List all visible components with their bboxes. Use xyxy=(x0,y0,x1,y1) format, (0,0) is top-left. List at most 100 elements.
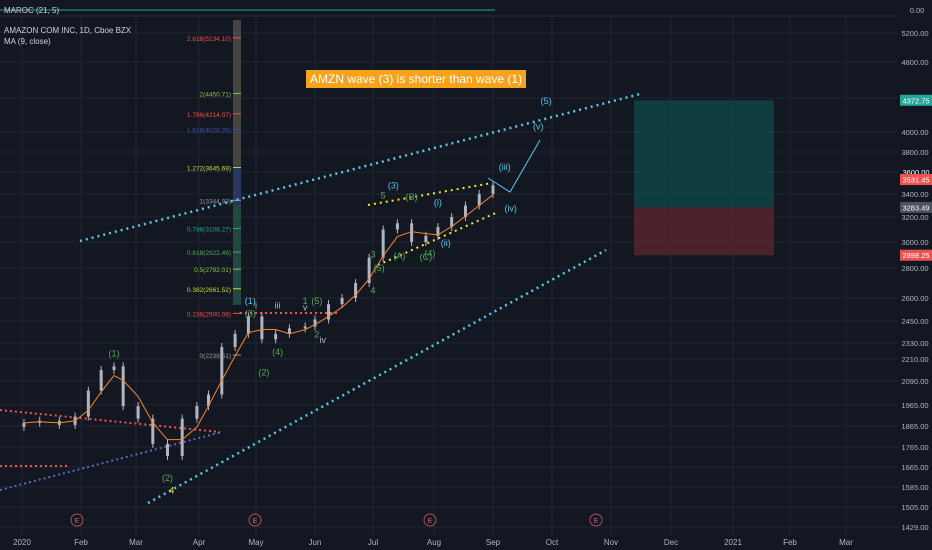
price-candle xyxy=(233,333,237,347)
symbol-label[interactable]: AMAZON COM INC, 1D, Cboe BZX xyxy=(4,26,132,35)
price-candle xyxy=(260,316,264,340)
price-candle xyxy=(313,319,317,327)
wave-label: (5) xyxy=(374,263,385,273)
price-candle xyxy=(86,390,90,417)
wave-label: 5 xyxy=(381,191,386,201)
earnings-marker xyxy=(423,513,437,527)
earnings-marker xyxy=(248,513,262,527)
fib-level-label: 1.618(4028.26) xyxy=(187,128,231,135)
earnings-marker-label: E xyxy=(253,518,258,525)
wave-label: (3) xyxy=(388,181,399,191)
fib-level-label: 1(3344.93) xyxy=(200,198,231,205)
price-candle xyxy=(450,217,454,227)
wave-label: (4) xyxy=(272,347,283,357)
price-candle xyxy=(274,333,278,340)
price-candle xyxy=(22,422,26,427)
price-tag xyxy=(900,249,932,261)
x-tick-label: Mar xyxy=(129,538,143,547)
price-candle xyxy=(151,418,155,444)
earnings-marker-label: E xyxy=(594,518,599,525)
price-tag xyxy=(900,201,932,213)
x-tick-label: 2021 xyxy=(724,538,742,547)
trend-dotted-line xyxy=(0,431,223,491)
y-tick-label: 2090.00 xyxy=(901,377,928,386)
wave-label: (2) xyxy=(162,473,173,483)
x-tick-label: Sep xyxy=(486,538,501,547)
wave-label: v xyxy=(303,302,308,312)
y-tick-label: 5200.00 xyxy=(901,29,928,38)
wave-label: i xyxy=(255,301,257,311)
price-candle xyxy=(99,370,103,391)
price-tag-label: 4372.75 xyxy=(902,96,929,105)
wave-label: iv xyxy=(319,335,326,345)
price-candle xyxy=(381,229,385,258)
price-candle xyxy=(340,298,344,305)
price-tag xyxy=(900,166,932,178)
price-candle xyxy=(491,185,495,194)
y-tick-label: 1865.00 xyxy=(901,422,928,431)
x-tick-label: Jun xyxy=(309,538,322,547)
x-tick-label: Apr xyxy=(193,538,206,547)
price-candle xyxy=(463,205,467,217)
y-tick-label: 1585.00 xyxy=(901,483,928,492)
wedge-lower-line xyxy=(377,211,499,266)
price-tag-label: 3283.49 xyxy=(902,203,929,212)
fib-level-label: 0.5(2792.01) xyxy=(194,267,231,274)
wave-label: (v) xyxy=(533,121,544,131)
y-tick-label: 2600.00 xyxy=(901,294,928,303)
price-candle xyxy=(195,406,199,419)
price-candle xyxy=(303,326,307,329)
price-candle xyxy=(367,257,371,283)
y-tick-label: 1765.00 xyxy=(901,443,928,452)
y-tick-label: 2330.00 xyxy=(901,339,928,348)
wave-label: (2) xyxy=(258,368,269,378)
price-candle xyxy=(136,406,140,419)
roc-value: 0.00 xyxy=(909,6,925,15)
wave-label: 4 xyxy=(169,485,174,495)
price-tag-label: 3600.00 xyxy=(902,168,929,177)
wave-label: 2 xyxy=(314,330,319,340)
x-tick-label: Mar xyxy=(839,538,853,547)
y-tick-label: 3200.00 xyxy=(901,213,928,222)
y-tick-label: 2450.00 xyxy=(901,317,928,326)
fib-level-label: 0(2239.51) xyxy=(200,353,231,360)
y-tick-label: 1665.00 xyxy=(901,463,928,472)
price-candle xyxy=(180,418,184,456)
x-tick-label: Aug xyxy=(427,538,441,547)
x-tick-label: 2020 xyxy=(13,538,31,547)
x-tick-label: May xyxy=(248,538,263,547)
wave-label: (B) xyxy=(406,192,418,202)
fib-level-label: 2.618(5134.10) xyxy=(187,36,231,43)
y-tick-label: 3000.00 xyxy=(901,238,928,247)
y-tick-label: 3800.00 xyxy=(901,148,928,157)
earnings-marker-label: E xyxy=(428,518,433,525)
fib-level-label: 0.382(2661.52) xyxy=(187,287,231,294)
price-tag xyxy=(900,94,932,106)
y-tick-label: 1505.00 xyxy=(901,503,928,512)
fib-level-label: 0.236(2500.08) xyxy=(187,311,231,318)
roc-indicator-label[interactable]: MAROC (21, 5) xyxy=(4,6,60,15)
x-tick-label: Oct xyxy=(546,538,559,547)
x-tick-label: Dec xyxy=(664,538,678,547)
fib-column xyxy=(233,165,241,205)
ma-line xyxy=(23,194,494,441)
x-tick-label: Feb xyxy=(74,538,88,547)
wave-label: (C) xyxy=(420,252,433,262)
price-candle xyxy=(354,283,358,298)
x-tick-label: Jul xyxy=(368,538,378,547)
price-candle xyxy=(166,443,169,456)
y-tick-label: 1429.00 xyxy=(901,523,928,532)
channel-upper-line xyxy=(79,92,641,243)
wave-label: (ii) xyxy=(441,238,451,248)
fib-level-label: 1.786(4214.07) xyxy=(187,112,231,119)
ma-indicator-label[interactable]: MA (9, close) xyxy=(4,37,51,46)
wave-label: 4 xyxy=(370,286,375,296)
wave-label: (A) xyxy=(393,251,405,261)
price-candle xyxy=(395,223,399,230)
x-tick-label: Feb xyxy=(783,538,797,547)
price-candle xyxy=(207,394,210,407)
price-candle xyxy=(424,235,428,242)
fib-column xyxy=(233,20,241,165)
